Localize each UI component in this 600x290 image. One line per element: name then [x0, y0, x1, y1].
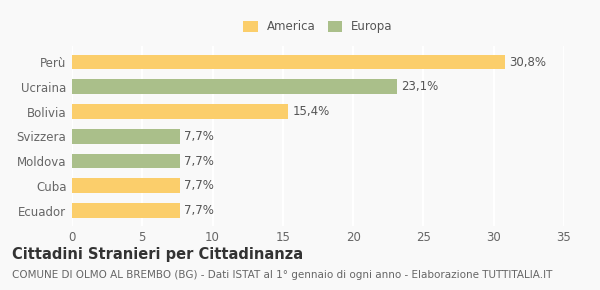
Text: 7,7%: 7,7% [184, 179, 214, 192]
Bar [72, 79, 397, 94]
Text: COMUNE DI OLMO AL BREMBO (BG) - Dati ISTAT al 1° gennaio di ogni anno - Elaboraz: COMUNE DI OLMO AL BREMBO (BG) - Dati IST… [12, 270, 553, 280]
Bar [72, 178, 180, 193]
Bar [72, 203, 180, 218]
Bar [72, 104, 289, 119]
Text: 7,7%: 7,7% [184, 155, 214, 168]
Text: 15,4%: 15,4% [293, 105, 330, 118]
Text: 7,7%: 7,7% [184, 130, 214, 143]
Text: 30,8%: 30,8% [509, 55, 546, 68]
Text: 23,1%: 23,1% [401, 80, 438, 93]
Legend: America, Europa: America, Europa [240, 17, 396, 37]
Bar [72, 129, 180, 144]
Bar [72, 55, 505, 69]
Text: Cittadini Stranieri per Cittadinanza: Cittadini Stranieri per Cittadinanza [12, 246, 303, 262]
Text: 7,7%: 7,7% [184, 204, 214, 217]
Bar [72, 154, 180, 168]
